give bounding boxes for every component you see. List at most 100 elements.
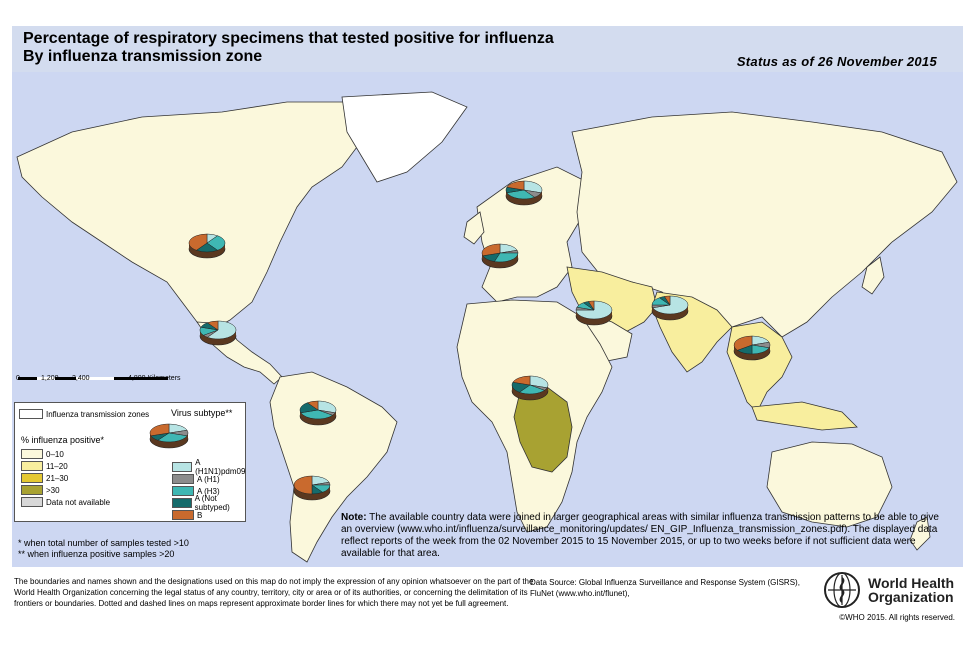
- legend-swatch: [172, 462, 193, 472]
- pie-slice-b: [206, 320, 219, 331]
- legend-swatch: [21, 449, 43, 459]
- land-japan: [861, 256, 885, 295]
- legend-swatch: [21, 461, 43, 471]
- pct-legend-list: 0–10 11–20 21–30 >30 Data not available: [21, 448, 110, 508]
- zone-middle-africa: [513, 386, 573, 473]
- legend-label: A (H1): [197, 474, 220, 484]
- scale-bar-graphic: [18, 377, 168, 380]
- legend-swatch: [21, 497, 43, 507]
- legend-swatch: [172, 486, 194, 496]
- pie-slice-b: [481, 243, 501, 257]
- pie-slice-a-h3-: [506, 189, 536, 200]
- land-uk: [463, 211, 485, 245]
- pct-legend-item: 11–20: [21, 460, 110, 472]
- map-note: Note: The available country data were jo…: [341, 512, 941, 560]
- pie-slice-a-h3-: [494, 252, 519, 263]
- note-label: Note:: [341, 512, 367, 523]
- pct-legend-item: >30: [21, 484, 110, 496]
- legend-label: >30: [46, 485, 60, 495]
- title-bar: Percentage of respiratory specimens that…: [12, 26, 963, 72]
- legend-label: 21–30: [46, 473, 69, 483]
- pie-tropical-south-america: [299, 400, 337, 426]
- pie-slice-a-h1n1-pdm09: [317, 400, 337, 414]
- note-text: The available country data were joined i…: [341, 512, 939, 559]
- legend-label: 0–10: [46, 449, 64, 459]
- land-new-zealand: [909, 516, 931, 551]
- legend-pie-icon: [149, 423, 189, 449]
- scale-label-1200: 1,200: [41, 375, 59, 382]
- pie-chart-layer: [188, 180, 771, 501]
- who-logo-line-1: World Health: [868, 575, 955, 591]
- pie-slice-a-h3-: [300, 409, 334, 420]
- source-line-2: FluNet (www.who.int/flunet),: [530, 589, 630, 598]
- pie-slice-b: [588, 300, 595, 311]
- subtype-legend-item: A (H3): [172, 485, 247, 497]
- pie-slice-a-h3-: [206, 235, 226, 251]
- subtype-legend-item: A (Not subtyped): [172, 494, 247, 512]
- legend-zone-entry: Influenza transmission zones: [19, 409, 149, 419]
- who-logo-text: World Health Organization: [868, 576, 954, 604]
- who-logo: World Health Organization: [820, 570, 954, 610]
- copyright: ©WHO 2015. All rights reserved.: [839, 613, 955, 622]
- pie-slice-a-h1n1-pdm09: [652, 295, 689, 315]
- legend-swatch: [172, 510, 194, 520]
- legend-label: A (H3): [197, 486, 220, 496]
- pie-temperate-south-america: [293, 475, 331, 501]
- legend-swatch: [21, 485, 43, 495]
- data-source: Data Source: Global Influenza Surveillan…: [530, 577, 800, 599]
- footnotes: * when total number of samples tested >1…: [18, 538, 189, 560]
- page-title: Percentage of respiratory specimens that…: [23, 30, 554, 66]
- pct-legend-item: Data not available: [21, 496, 110, 508]
- pie-south-west-europe: [481, 243, 519, 269]
- pie-slice-b: [188, 233, 208, 251]
- subtype-legend-item: A (H1N1)pdm09: [172, 458, 247, 476]
- pie-central-america: [199, 320, 237, 346]
- pie-middle-africa: [511, 375, 549, 401]
- scale-bar-segment: [37, 377, 55, 380]
- pie-slice-a-h1n1-pdm09: [523, 180, 543, 194]
- source-line-1: Data Source: Global Influenza Surveillan…: [530, 578, 800, 587]
- footnote-samples: * when total number of samples tested >1…: [18, 538, 189, 548]
- status-date: Status as of 26 November 2015: [736, 54, 937, 69]
- subtype-legend-list: A (H1N1)pdm09 A (H1) A (H3) A (Not subty…: [172, 458, 247, 521]
- scale-bar: 0 1,200 2,400 4,800 Kilometers: [16, 375, 186, 392]
- virus-subtype-title: Virus subtype**: [171, 408, 233, 418]
- legend-swatch: [172, 474, 194, 484]
- pie-western-asia: [575, 300, 613, 326]
- title-line-1: Percentage of respiratory specimens that…: [23, 30, 554, 47]
- title-line-2: By influenza transmission zone: [23, 48, 263, 65]
- who-logo-line-2: Organization: [868, 589, 954, 605]
- pie-slice-b: [664, 295, 671, 306]
- legend-pie: [149, 423, 189, 449]
- who-emblem-icon: [824, 572, 860, 608]
- scale-bar-segment: [76, 377, 114, 380]
- pie-southern-asia: [651, 295, 689, 321]
- pie-south-east-asia: [733, 335, 771, 361]
- land-north-america: [16, 101, 373, 331]
- pct-legend-item: 0–10: [21, 448, 110, 460]
- pie-slice-a-h3-: [157, 432, 188, 443]
- scale-label-4800: 4,800 Kilometers: [128, 375, 181, 382]
- land-greenland: [341, 91, 468, 183]
- zone-label: Influenza transmission zones: [46, 409, 150, 419]
- scale-label-2400: 2,400: [72, 375, 90, 382]
- legend-swatch: [172, 498, 192, 508]
- disclaimer: The boundaries and names shown and the d…: [14, 577, 534, 608]
- pie-slice-b: [733, 335, 753, 351]
- pct-legend-item: 21–30: [21, 472, 110, 484]
- pie-slice-a-h1n1-pdm09: [529, 375, 549, 389]
- legend-label: A (H1N1)pdm09: [195, 458, 246, 476]
- pie-slice-b: [506, 180, 525, 191]
- map-legend: Influenza transmission zones Virus subty…: [14, 402, 246, 522]
- pie-slice-b: [306, 400, 319, 411]
- legend-label: Data not available: [46, 497, 111, 507]
- pie-slice-a-h1n1-pdm09: [206, 320, 237, 340]
- pie-slice-b: [293, 475, 313, 495]
- pct-positive-title: % influenza positive*: [21, 435, 105, 445]
- legend-swatch: [21, 473, 43, 483]
- land-australia: [766, 441, 893, 528]
- subtype-legend-item: A (H1): [172, 473, 247, 485]
- footnote-positives: ** when influenza positive samples >20: [18, 549, 175, 559]
- subtype-legend-item: B: [172, 509, 247, 521]
- zone-swatch: [19, 409, 43, 419]
